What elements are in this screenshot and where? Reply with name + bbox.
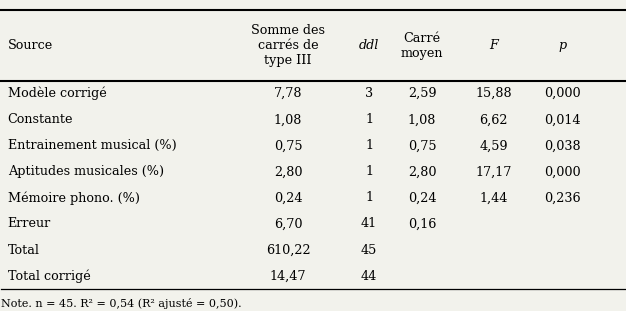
- Text: 0,014: 0,014: [544, 113, 580, 126]
- Text: 17,17: 17,17: [476, 165, 512, 179]
- Text: Erreur: Erreur: [8, 217, 51, 230]
- Text: 0,000: 0,000: [544, 165, 580, 179]
- Text: 14,47: 14,47: [270, 270, 306, 283]
- Text: 4,59: 4,59: [480, 139, 508, 152]
- Text: Note. n = 45. R² = 0,54 (R² ajusté = 0,50).: Note. n = 45. R² = 0,54 (R² ajusté = 0,5…: [1, 298, 242, 309]
- Text: 1: 1: [365, 165, 373, 179]
- Text: Constante: Constante: [8, 113, 73, 126]
- Text: p: p: [558, 39, 567, 52]
- Text: Source: Source: [8, 39, 53, 52]
- Text: 1: 1: [365, 139, 373, 152]
- Text: 1: 1: [365, 113, 373, 126]
- Text: 6,62: 6,62: [480, 113, 508, 126]
- Text: 2,59: 2,59: [408, 87, 436, 100]
- Text: Mémoire phono. (%): Mémoire phono. (%): [8, 191, 140, 205]
- Text: 2,80: 2,80: [408, 165, 436, 179]
- Text: 0,24: 0,24: [274, 192, 302, 204]
- Text: 0,16: 0,16: [408, 217, 436, 230]
- Text: Total corrigé: Total corrigé: [8, 269, 90, 283]
- Text: F: F: [490, 39, 498, 52]
- Text: 0,75: 0,75: [408, 139, 436, 152]
- Text: 0,24: 0,24: [408, 192, 436, 204]
- Text: 0,75: 0,75: [274, 139, 302, 152]
- Text: 44: 44: [361, 270, 377, 283]
- Text: 1,08: 1,08: [274, 113, 302, 126]
- Text: 41: 41: [361, 217, 377, 230]
- Text: ddl: ddl: [359, 39, 379, 52]
- Text: 1: 1: [365, 192, 373, 204]
- Text: 0,236: 0,236: [544, 192, 580, 204]
- Text: 15,88: 15,88: [475, 87, 512, 100]
- Text: 610,22: 610,22: [266, 244, 310, 257]
- Text: Total: Total: [8, 244, 39, 257]
- Text: 6,70: 6,70: [274, 217, 302, 230]
- Text: 1,44: 1,44: [480, 192, 508, 204]
- Text: 0,000: 0,000: [544, 87, 580, 100]
- Text: 3: 3: [365, 87, 373, 100]
- Text: 7,78: 7,78: [274, 87, 302, 100]
- Text: Aptitudes musicales (%): Aptitudes musicales (%): [8, 165, 164, 179]
- Text: 0,038: 0,038: [544, 139, 580, 152]
- Text: 1,08: 1,08: [408, 113, 436, 126]
- Text: Carré
moyen: Carré moyen: [401, 31, 443, 59]
- Text: Somme des
carrés de
type III: Somme des carrés de type III: [251, 24, 325, 67]
- Text: 2,80: 2,80: [274, 165, 302, 179]
- Text: Modèle corrigé: Modèle corrigé: [8, 87, 106, 100]
- Text: Entrainement musical (%): Entrainement musical (%): [8, 139, 177, 152]
- Text: 45: 45: [361, 244, 377, 257]
